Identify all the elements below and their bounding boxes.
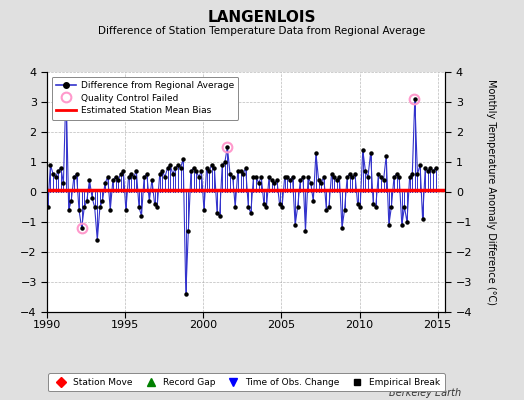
Difference from Regional Average — [370, 202, 376, 206]
Difference from Regional Average — [269, 178, 275, 182]
Difference from Regional Average — [175, 162, 181, 167]
Text: Difference of Station Temperature Data from Regional Average: Difference of Station Temperature Data f… — [99, 26, 425, 36]
Y-axis label: Monthly Temperature Anomaly Difference (°C): Monthly Temperature Anomaly Difference (… — [486, 79, 496, 305]
Legend: Station Move, Record Gap, Time of Obs. Change, Empirical Break: Station Move, Record Gap, Time of Obs. C… — [48, 374, 444, 392]
Difference from Regional Average — [203, 166, 210, 170]
Difference from Regional Average — [433, 166, 439, 170]
Line: Difference from Regional Average: Difference from Regional Average — [46, 86, 437, 296]
Difference from Regional Average — [183, 292, 189, 296]
Difference from Regional Average — [45, 205, 51, 210]
Difference from Regional Average — [318, 181, 324, 186]
Legend: Difference from Regional Average, Quality Control Failed, Estimated Station Mean: Difference from Regional Average, Qualit… — [52, 76, 238, 120]
Difference from Regional Average — [63, 85, 69, 90]
Difference from Regional Average — [253, 174, 259, 179]
Text: Berkeley Earth: Berkeley Earth — [389, 388, 461, 398]
Text: LANGENLOIS: LANGENLOIS — [208, 10, 316, 25]
